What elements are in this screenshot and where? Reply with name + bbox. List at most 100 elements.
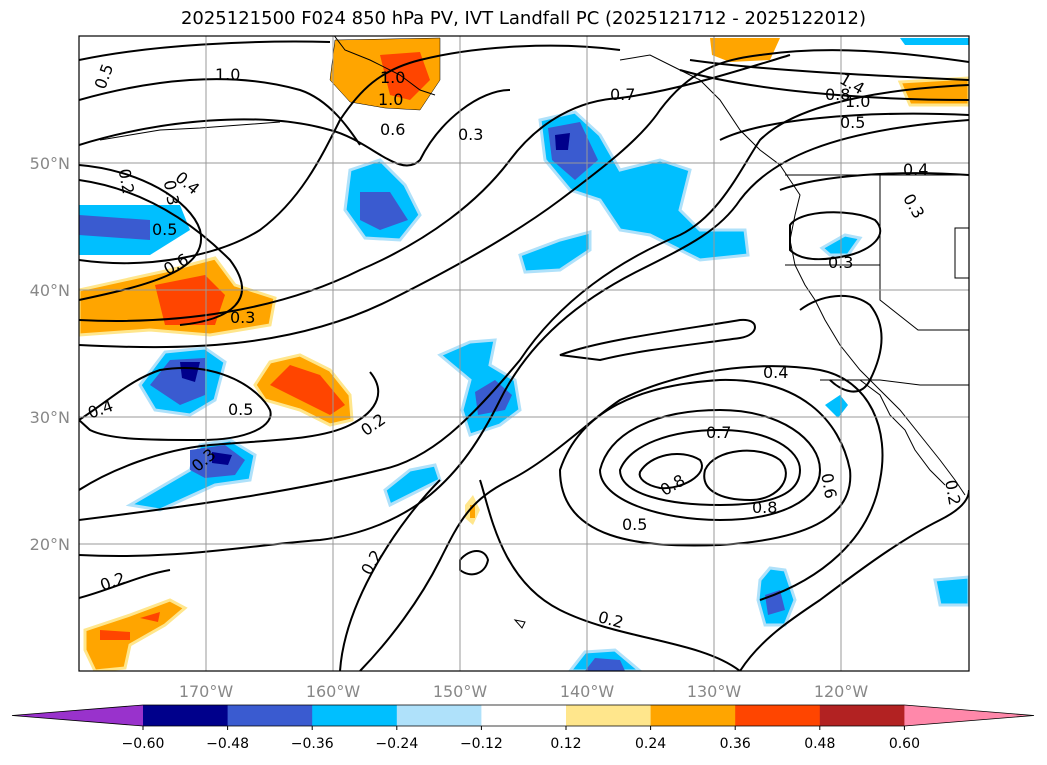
contour-line <box>339 479 441 671</box>
contour-labels: 0.5 1.0 1.0 1.0 0.6 0.3 0.2 0.3 0.4 0.5 … <box>85 61 964 632</box>
colorbar-tick-label: −0.24 <box>375 736 418 752</box>
contour-label: 0.5 <box>840 113 865 132</box>
contour-line <box>459 550 490 576</box>
lon-tick-labels: 170°W 160°W 150°W 140°W 130°W 120°W <box>179 682 869 701</box>
contour-label: 0.7 <box>706 423 731 442</box>
contour-label: 0.8 <box>825 85 850 104</box>
contour-line <box>739 489 969 671</box>
contour-line <box>689 59 969 81</box>
colorbar-tick-label: 0.60 <box>889 736 920 752</box>
contour-line <box>719 112 969 141</box>
contour-label: 0.4 <box>903 160 928 179</box>
contour-line <box>79 78 361 146</box>
contour-line <box>79 367 272 442</box>
contour-line <box>789 211 882 261</box>
lon-tick-label: 170°W <box>179 682 234 701</box>
colorbar-tick-label: 0.36 <box>720 736 751 752</box>
contour-label: 1.0 <box>215 65 240 84</box>
shade-negative <box>475 380 512 415</box>
contour-line <box>79 44 621 265</box>
contour-label: 0.2 <box>115 167 138 195</box>
shade-positive <box>83 598 188 671</box>
contour-line <box>79 569 171 599</box>
lon-tick-label: 150°W <box>433 682 488 701</box>
contour-label: 0.5 <box>91 61 118 91</box>
contour-label: 1.0 <box>380 68 405 87</box>
contour-label: 0.7 <box>610 85 635 104</box>
contour-label: 0.3 <box>160 179 183 207</box>
colorbar-segment <box>819 705 905 726</box>
contour-line <box>79 119 969 557</box>
shade-positive <box>155 275 225 325</box>
lat-tick-labels: 50°N 40°N 30°N 20°N <box>30 154 70 554</box>
contour-line <box>618 428 802 507</box>
coastline <box>99 121 281 141</box>
shade-negative <box>360 192 408 230</box>
lat-tick-label: 30°N <box>30 408 70 427</box>
contour-line <box>703 449 787 502</box>
colorbar-extend-max <box>904 705 1034 726</box>
contour-line <box>79 84 969 521</box>
contour-label: 0.3 <box>230 308 255 327</box>
contour-line <box>638 453 703 490</box>
map-title: 2025121500 F024 850 hPa PV, IVT Landfall… <box>180 8 867 29</box>
colorbar-segment <box>312 705 398 726</box>
lon-tick-label: 160°W <box>306 682 361 701</box>
contour-line <box>479 479 741 671</box>
contour-line <box>79 164 203 301</box>
colorbar-tick-label: −0.12 <box>460 736 503 752</box>
shade-negative <box>933 575 969 607</box>
contour-line <box>79 54 791 322</box>
colorbar-tick-label: −0.36 <box>291 736 334 752</box>
contour-label: 0.2 <box>941 478 964 506</box>
coastline <box>333 36 436 96</box>
shade-negative <box>518 230 592 274</box>
colorbar-segment <box>143 705 229 726</box>
contour-label: 0.6 <box>380 120 405 139</box>
coastline <box>859 379 946 486</box>
shade-negative <box>79 215 150 240</box>
pv-contours <box>79 40 969 671</box>
gridlines <box>79 36 969 671</box>
colorbar-segment <box>566 705 652 726</box>
lat-tick-label: 20°N <box>30 535 70 554</box>
colorbar-tick-label: 0.48 <box>804 736 835 752</box>
shade-positive <box>270 365 345 415</box>
contour-line <box>79 40 331 61</box>
shade-positive <box>710 38 780 62</box>
contour-line <box>79 179 243 326</box>
colorbar-tick-label: 0.12 <box>550 736 581 752</box>
contour-label: 0.8 <box>752 498 777 517</box>
contour-label: 0.5 <box>622 515 647 534</box>
contour-line <box>558 378 852 547</box>
coastline <box>954 227 969 279</box>
contour-label: 0.5 <box>228 400 253 419</box>
contour-label: 0.2 <box>596 607 626 632</box>
contour-label: 0.4 <box>763 363 788 382</box>
coastline <box>619 54 966 496</box>
coastline <box>513 619 526 629</box>
lon-tick-label: 120°W <box>814 682 869 701</box>
coastlines <box>99 36 969 629</box>
contour-line <box>79 49 969 349</box>
shade-negative <box>555 133 570 150</box>
colorbar-segment <box>396 705 482 726</box>
contour-line <box>559 318 756 362</box>
colorbar-segment <box>735 705 821 726</box>
map-frame <box>78 35 970 672</box>
colorbar-tick-label: −0.60 <box>122 736 165 752</box>
shade-positive <box>100 630 130 640</box>
contour-label: 0.3 <box>899 190 928 222</box>
contour-label: 1.0 <box>378 90 403 109</box>
colorbar-segment <box>481 705 567 726</box>
contour-label: 0.6 <box>817 472 840 500</box>
contour-label: 0.3 <box>828 253 853 272</box>
border <box>879 265 969 331</box>
shade-negative <box>437 338 522 437</box>
contour-line <box>679 69 969 101</box>
shade-negative <box>212 452 232 465</box>
shade-negative <box>900 38 969 45</box>
colorbar-segment <box>227 705 313 726</box>
contour-line <box>359 365 884 671</box>
